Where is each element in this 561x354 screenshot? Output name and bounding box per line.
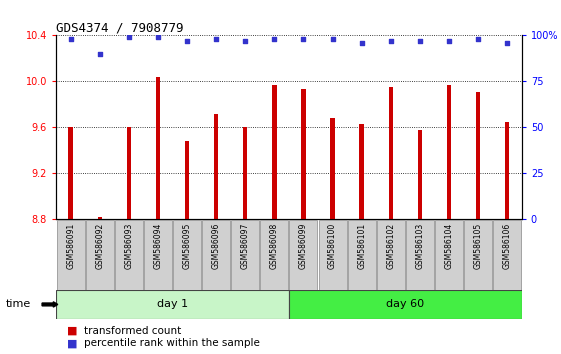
Point — [444, 38, 453, 44]
FancyBboxPatch shape — [231, 220, 259, 290]
Point — [211, 36, 220, 42]
FancyBboxPatch shape — [319, 220, 347, 290]
Text: GSM586105: GSM586105 — [473, 223, 482, 269]
FancyBboxPatch shape — [464, 220, 492, 290]
Text: GSM586091: GSM586091 — [66, 223, 75, 269]
Text: GSM586101: GSM586101 — [357, 223, 366, 269]
FancyBboxPatch shape — [377, 220, 404, 290]
FancyBboxPatch shape — [348, 220, 376, 290]
Bar — [127, 127, 131, 219]
Text: day 1: day 1 — [157, 299, 188, 309]
Text: GSM586106: GSM586106 — [503, 223, 512, 269]
FancyBboxPatch shape — [173, 220, 201, 290]
Bar — [272, 85, 277, 219]
Bar — [301, 90, 306, 219]
FancyBboxPatch shape — [435, 220, 463, 290]
FancyBboxPatch shape — [289, 220, 318, 290]
Point — [473, 36, 482, 42]
Text: GSM586097: GSM586097 — [241, 223, 250, 269]
Text: GSM586095: GSM586095 — [182, 223, 191, 269]
Text: GSM586092: GSM586092 — [95, 223, 104, 269]
Bar — [476, 92, 480, 219]
Text: GSM586098: GSM586098 — [270, 223, 279, 269]
FancyBboxPatch shape — [115, 220, 143, 290]
Text: GSM586103: GSM586103 — [415, 223, 424, 269]
Point — [95, 51, 104, 57]
FancyBboxPatch shape — [289, 290, 522, 319]
Text: GSM586102: GSM586102 — [387, 223, 396, 269]
Bar — [214, 114, 218, 219]
Bar — [389, 87, 393, 219]
Text: ■: ■ — [67, 326, 78, 336]
Bar — [447, 85, 451, 219]
FancyBboxPatch shape — [56, 290, 289, 319]
Text: GSM586093: GSM586093 — [125, 223, 134, 269]
Text: GSM586099: GSM586099 — [299, 223, 308, 269]
Text: GSM586100: GSM586100 — [328, 223, 337, 269]
Text: ■: ■ — [67, 338, 78, 348]
FancyBboxPatch shape — [144, 220, 172, 290]
Bar — [243, 127, 247, 219]
Point — [182, 38, 191, 44]
Point — [270, 36, 279, 42]
Point — [387, 38, 396, 44]
Bar — [418, 130, 422, 219]
Point — [328, 36, 337, 42]
Point — [125, 34, 134, 40]
FancyBboxPatch shape — [260, 220, 288, 290]
Text: GSM586096: GSM586096 — [211, 223, 220, 269]
FancyBboxPatch shape — [406, 220, 434, 290]
FancyBboxPatch shape — [57, 220, 85, 290]
Bar — [330, 118, 335, 219]
Point — [66, 36, 75, 42]
Bar — [98, 217, 102, 219]
Text: GSM586094: GSM586094 — [154, 223, 163, 269]
Bar — [156, 77, 160, 219]
Point — [503, 40, 512, 46]
Point — [299, 36, 308, 42]
Point — [415, 38, 424, 44]
FancyBboxPatch shape — [493, 220, 521, 290]
Bar — [185, 141, 189, 219]
Text: transformed count: transformed count — [84, 326, 181, 336]
Text: GDS4374 / 7908779: GDS4374 / 7908779 — [56, 21, 183, 34]
Text: GSM586104: GSM586104 — [444, 223, 453, 269]
Text: percentile rank within the sample: percentile rank within the sample — [84, 338, 260, 348]
Bar — [68, 127, 73, 219]
Point — [241, 38, 250, 44]
Point — [357, 40, 366, 46]
Bar — [505, 122, 509, 219]
Text: time: time — [6, 299, 31, 309]
Bar — [360, 124, 364, 219]
Point — [154, 34, 163, 40]
FancyBboxPatch shape — [86, 220, 114, 290]
Text: day 60: day 60 — [387, 299, 424, 309]
FancyBboxPatch shape — [202, 220, 230, 290]
